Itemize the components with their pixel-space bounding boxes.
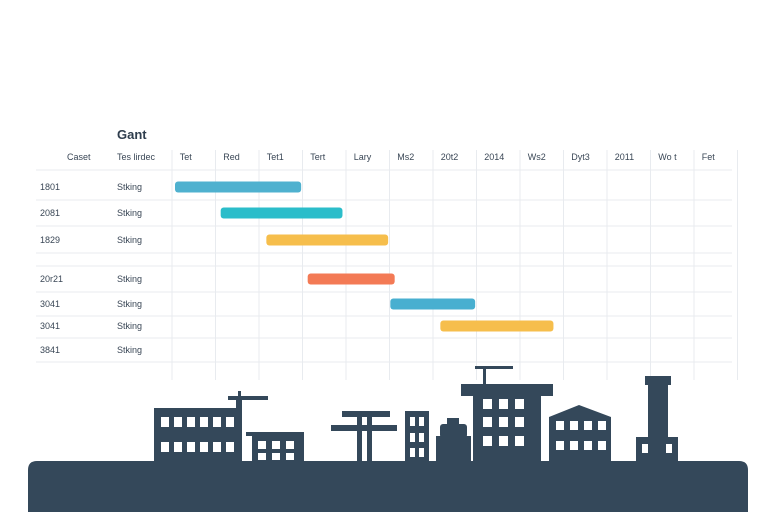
row-id: 1801 (40, 182, 60, 192)
building-3 (405, 411, 429, 463)
gantt-bar[interactable] (220, 207, 343, 219)
gable-building (549, 405, 611, 463)
building-1 (154, 408, 240, 463)
gantt-bar[interactable] (390, 298, 476, 310)
row-id: 3841 (40, 345, 60, 355)
gantt-bar[interactable] (266, 234, 389, 246)
timeline-label: Tert (310, 152, 326, 162)
row-task-name: Stking (117, 299, 142, 309)
signpost-structure (331, 411, 397, 463)
row-id: 2081 (40, 208, 60, 218)
row-id: 3041 (40, 299, 60, 309)
timeline-label: Wo t (658, 152, 677, 162)
gantt-bar[interactable] (307, 273, 395, 285)
timeline-label: Red (223, 152, 240, 162)
tank-building (436, 418, 471, 463)
timeline-label: Ms2 (397, 152, 414, 162)
tower-building (461, 366, 553, 463)
row-task-name: Stking (117, 274, 142, 284)
timeline-label: Fet (702, 152, 716, 162)
timeline-header: Tet Red Tet1 Tert Lary Ms2 20t2 2014 Ws2 Dyt3 2011… (180, 152, 716, 162)
timeline-label: Ws2 (528, 152, 546, 162)
row-id: 20r21 (40, 274, 63, 284)
row-task-name: Stking (117, 182, 142, 192)
timeline-label: Tet (180, 152, 193, 162)
crane-1 (228, 391, 268, 463)
task-rows: 1801 Stking 2081 Stking 1829 Stking 20r21 Stkin… (40, 182, 142, 355)
row-id: 1829 (40, 235, 60, 245)
timeline-label: Tet1 (267, 152, 284, 162)
timeline-label: Lary (354, 152, 372, 162)
ground-base (28, 461, 748, 512)
gantt-bar[interactable] (175, 181, 302, 193)
chart-title: Gant (117, 127, 147, 142)
row-task-name: Stking (117, 321, 142, 331)
gantt-bars (175, 181, 554, 332)
timeline-label: Dyt3 (571, 152, 590, 162)
timeline-label: 20t2 (441, 152, 459, 162)
row-id: 3041 (40, 321, 60, 331)
column-header-task: Tes lirdec (117, 152, 156, 162)
column-header-case: Caset (67, 152, 91, 162)
gantt-bar[interactable] (440, 320, 554, 332)
grid-lines (36, 150, 738, 380)
row-task-name: Stking (117, 345, 142, 355)
row-task-name: Stking (117, 208, 142, 218)
timeline-label: 2014 (484, 152, 504, 162)
row-task-name: Stking (117, 235, 142, 245)
timeline-label: 2011 (615, 152, 634, 162)
